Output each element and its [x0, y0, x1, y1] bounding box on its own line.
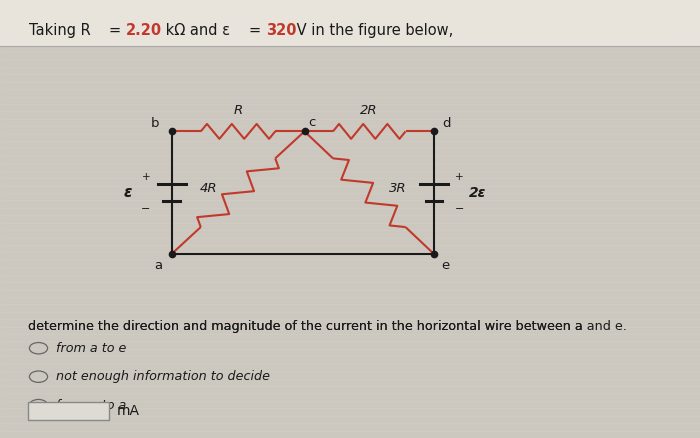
Text: 3R: 3R: [389, 182, 407, 195]
Text: mA: mA: [117, 404, 140, 418]
Text: from e to a: from e to a: [56, 399, 127, 412]
Text: +: +: [455, 172, 463, 182]
Text: 4R: 4R: [199, 182, 217, 195]
Text: V in the figure below,: V in the figure below,: [292, 23, 453, 38]
FancyBboxPatch shape: [0, 0, 700, 46]
Text: =: =: [248, 23, 260, 38]
Text: kΩ and ε: kΩ and ε: [161, 23, 234, 38]
Text: R: R: [233, 104, 243, 117]
Text: ε: ε: [124, 185, 132, 200]
Text: not enough information to decide: not enough information to decide: [56, 370, 270, 383]
Text: −: −: [455, 204, 464, 214]
Text: determine the direction and magnitude of the current in the horizontal wire betw: determine the direction and magnitude of…: [28, 320, 627, 333]
Text: 2ε: 2ε: [469, 186, 486, 200]
Text: −: −: [141, 204, 150, 214]
Text: =: =: [108, 23, 120, 38]
Text: c: c: [308, 116, 316, 129]
Text: 2R: 2R: [360, 104, 378, 117]
Text: Taking R: Taking R: [29, 23, 96, 38]
Text: from a to e: from a to e: [56, 342, 127, 355]
FancyBboxPatch shape: [28, 402, 108, 420]
Text: a: a: [154, 259, 162, 272]
Text: 2.20: 2.20: [126, 23, 162, 38]
Text: 320: 320: [266, 23, 296, 38]
Text: e: e: [441, 259, 449, 272]
Text: d: d: [442, 117, 451, 130]
Text: +: +: [142, 172, 150, 182]
Text: determine the direction and magnitude of the current in the horizontal wire betw: determine the direction and magnitude of…: [28, 320, 582, 333]
Text: b: b: [150, 117, 159, 130]
